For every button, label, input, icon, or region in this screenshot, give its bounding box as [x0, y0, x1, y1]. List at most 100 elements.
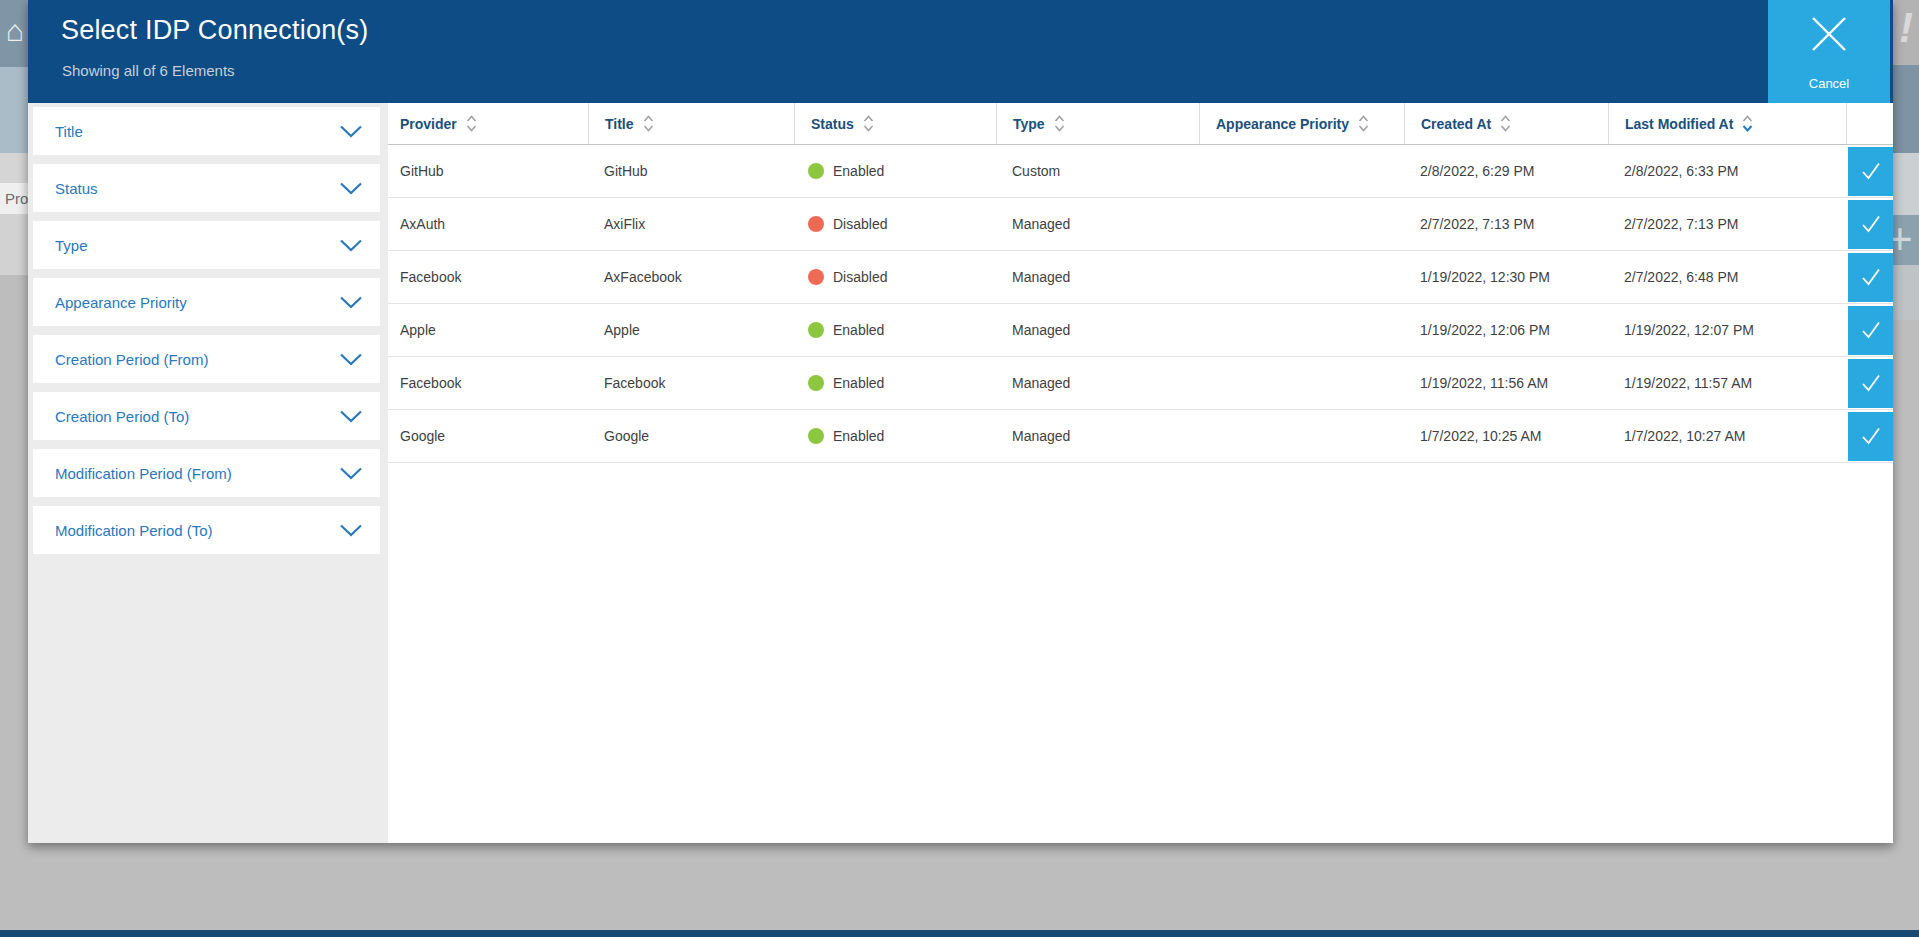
- column-header-label: Appearance Priority: [1216, 116, 1349, 132]
- cell-last-modified-at: 1/7/2022, 10:27 AM: [1608, 410, 1846, 462]
- sort-icon: [1054, 115, 1065, 132]
- column-header-label: Title: [605, 116, 634, 132]
- dialog-header: Select IDP Connection(s) Showing all of …: [28, 0, 1893, 103]
- table-row: Apple Apple Enabled Managed 1/19/2022, 1…: [388, 304, 1893, 357]
- background-footer-bar: [0, 930, 1919, 937]
- background-left-toolbar: [0, 214, 28, 275]
- cell-select: [1846, 304, 1893, 356]
- cell-status: Disabled: [794, 251, 996, 303]
- cell-last-modified-at: 2/7/2022, 6:48 PM: [1608, 251, 1846, 303]
- home-icon: ⌂: [6, 14, 24, 48]
- table-row: GitHub GitHub Enabled Custom 2/8/2022, 6…: [388, 145, 1893, 198]
- check-icon: [1859, 265, 1883, 289]
- select-row-button[interactable]: [1848, 412, 1893, 461]
- cell-provider: Google: [388, 410, 588, 462]
- chevron-down-icon: [338, 238, 364, 253]
- background-page-title-clip: Pro: [0, 183, 28, 214]
- status-dot-icon: [808, 375, 824, 391]
- filter-accordion-appearance-priority[interactable]: Appearance Priority: [33, 278, 380, 326]
- status-label: Disabled: [833, 216, 887, 232]
- cell-type: Managed: [996, 198, 1199, 250]
- status-label: Enabled: [833, 163, 884, 179]
- cell-status: Enabled: [794, 145, 996, 197]
- column-header-provider[interactable]: Provider: [388, 103, 588, 144]
- cell-type: Managed: [996, 251, 1199, 303]
- check-icon: [1859, 424, 1883, 448]
- cell-select: [1846, 198, 1893, 250]
- dialog-title: Select IDP Connection(s): [61, 15, 368, 46]
- cell-select: [1846, 357, 1893, 409]
- column-header-label: Last Modified At: [1625, 116, 1733, 132]
- background-right-lower: [1893, 265, 1919, 320]
- cell-status: Enabled: [794, 357, 996, 409]
- cell-appearance-priority: [1199, 145, 1404, 197]
- column-header-last-modified-at[interactable]: Last Modified At: [1608, 103, 1846, 144]
- filter-accordion-modification-period-to[interactable]: Modification Period (To): [33, 506, 380, 554]
- cell-title: Google: [588, 410, 794, 462]
- screen: ⌂ Pro ! + Select IDP Connection(s) Showi…: [0, 0, 1919, 937]
- cell-appearance-priority: [1199, 198, 1404, 250]
- chevron-down-icon: [338, 295, 364, 310]
- chevron-down-icon: [338, 352, 364, 367]
- select-row-button[interactable]: [1848, 200, 1893, 249]
- status-label: Enabled: [833, 428, 884, 444]
- cell-select: [1846, 410, 1893, 462]
- background-left-band: [0, 67, 28, 153]
- filter-accordion-creation-period-from[interactable]: Creation Period (From): [33, 335, 380, 383]
- background-right-header: !: [1893, 0, 1919, 65]
- select-row-button[interactable]: [1848, 253, 1893, 302]
- dialog-subtitle: Showing all of 6 Elements: [62, 62, 235, 79]
- column-header-type[interactable]: Type: [996, 103, 1199, 144]
- check-icon: [1859, 318, 1883, 342]
- select-idp-connections-dialog: Select IDP Connection(s) Showing all of …: [28, 0, 1893, 843]
- chevron-down-icon: [338, 124, 364, 139]
- column-header-created-at[interactable]: Created At: [1404, 103, 1608, 144]
- filter-label: Creation Period (From): [55, 351, 208, 368]
- close-icon: [1809, 14, 1849, 54]
- column-header-label: Type: [1013, 116, 1045, 132]
- cell-type: Managed: [996, 304, 1199, 356]
- background-left-header: ⌂: [0, 0, 28, 67]
- status-label: Disabled: [833, 269, 887, 285]
- exclamation-icon: !: [1899, 4, 1913, 52]
- filter-label: Status: [55, 180, 98, 197]
- cell-title: AxFacebook: [588, 251, 794, 303]
- cell-select: [1846, 145, 1893, 197]
- select-row-button[interactable]: [1848, 147, 1893, 196]
- filter-accordion-creation-period-to[interactable]: Creation Period (To): [33, 392, 380, 440]
- cancel-button[interactable]: Cancel: [1768, 0, 1890, 103]
- cell-status: Enabled: [794, 304, 996, 356]
- cell-created-at: 1/19/2022, 12:06 PM: [1404, 304, 1608, 356]
- status-label: Enabled: [833, 375, 884, 391]
- sort-icon: [863, 115, 874, 132]
- table-header-row: Provider Title Status Type Appearance Pr…: [388, 103, 1893, 145]
- cell-provider: Apple: [388, 304, 588, 356]
- background-page-title: Pro: [5, 190, 28, 207]
- cell-created-at: 2/8/2022, 6:29 PM: [1404, 145, 1608, 197]
- cancel-button-label: Cancel: [1768, 76, 1890, 91]
- select-row-button[interactable]: [1848, 359, 1893, 408]
- column-header-appearance-priority[interactable]: Appearance Priority: [1199, 103, 1404, 144]
- cell-title: Apple: [588, 304, 794, 356]
- column-header-status[interactable]: Status: [794, 103, 996, 144]
- column-header-label: Created At: [1421, 116, 1491, 132]
- filter-accordion-status[interactable]: Status: [33, 164, 380, 212]
- column-header-select: [1846, 103, 1893, 144]
- sort-icon: [1358, 115, 1369, 132]
- filter-accordion-modification-period-from[interactable]: Modification Period (From): [33, 449, 380, 497]
- cell-status: Disabled: [794, 198, 996, 250]
- status-dot-icon: [808, 322, 824, 338]
- cell-title: AxiFlix: [588, 198, 794, 250]
- filter-accordion-type[interactable]: Type: [33, 221, 380, 269]
- cell-title: Facebook: [588, 357, 794, 409]
- cell-last-modified-at: 1/19/2022, 11:57 AM: [1608, 357, 1846, 409]
- status-dot-icon: [808, 216, 824, 232]
- column-header-title[interactable]: Title: [588, 103, 794, 144]
- cell-title: GitHub: [588, 145, 794, 197]
- cell-type: Managed: [996, 357, 1199, 409]
- filter-accordion-title[interactable]: Title: [33, 107, 380, 155]
- cell-type: Managed: [996, 410, 1199, 462]
- select-row-button[interactable]: [1848, 306, 1893, 355]
- cell-provider: GitHub: [388, 145, 588, 197]
- cell-created-at: 2/7/2022, 7:13 PM: [1404, 198, 1608, 250]
